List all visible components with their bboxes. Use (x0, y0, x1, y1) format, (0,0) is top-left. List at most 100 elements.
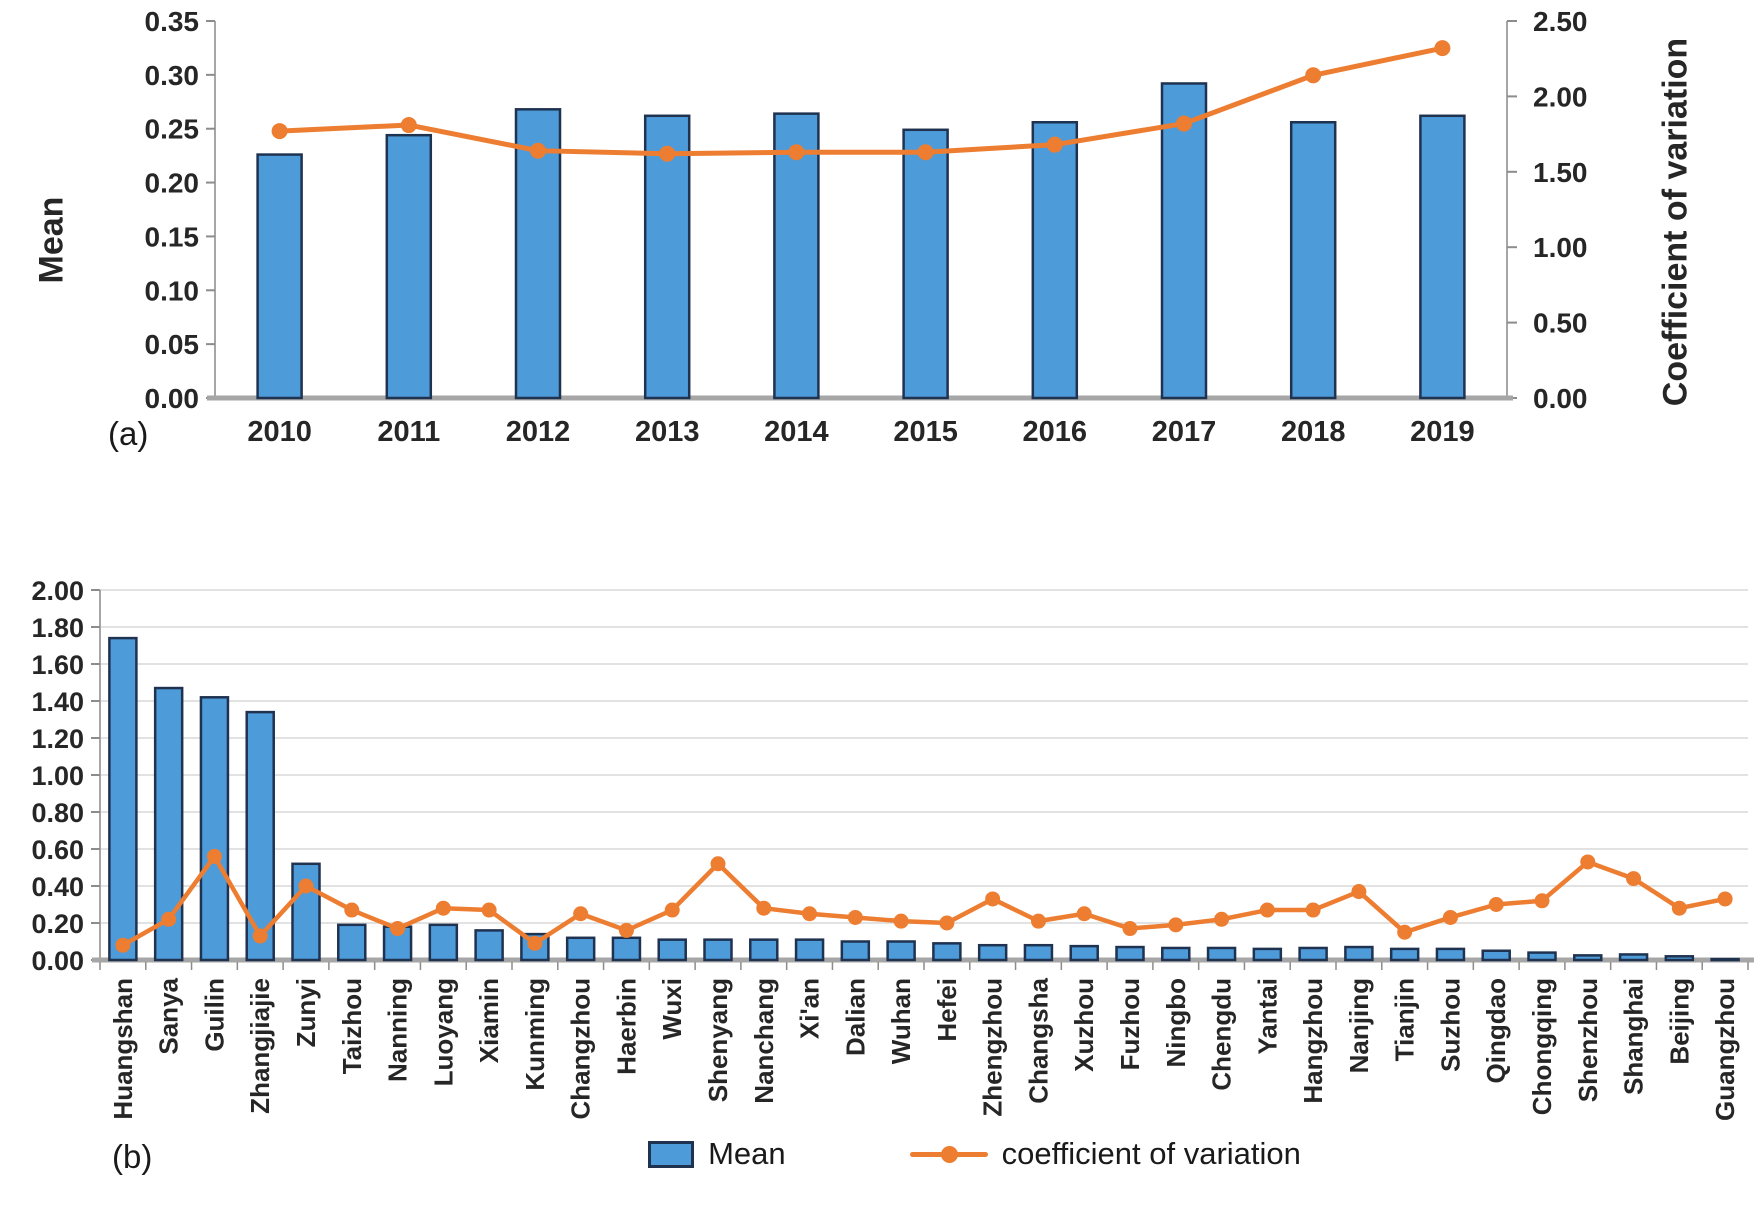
category-label-Zhangjiajie: Zhangjiajie (245, 978, 275, 1114)
category-label-Sanya: Sanya (154, 977, 184, 1054)
category-label-Beijing: Beijing (1664, 978, 1694, 1065)
bar-2018 (1289, 121, 1337, 400)
bar-2010 (256, 153, 303, 400)
cv-line (277, 45, 1445, 157)
cv-point-Shenzhou (1580, 854, 1596, 870)
legend-cv-marker-icon (909, 1144, 988, 1164)
right-tick-label-1.00: 1.00 (1533, 232, 1588, 263)
category-label-Changsha: Changsha (1023, 977, 1053, 1103)
bar-Changsha (1023, 943, 1054, 962)
category-label-Shenzhou: Shenzhou (1573, 978, 1603, 1102)
cv-point-Zhangjiajie (252, 928, 268, 944)
left-tick-label-1.40: 1.40 (31, 687, 84, 717)
cv-point-2018 (1305, 67, 1322, 84)
cv-point-Changzhou (573, 906, 589, 922)
bar-2015 (902, 128, 949, 400)
bar-Shenzhou (1573, 954, 1603, 962)
left-tick-label-0.20: 0.20 (145, 168, 200, 199)
category-label-2019: 2019 (1410, 416, 1475, 448)
cv-point-Chongqing (1534, 893, 1550, 909)
bar-Hangzhou (1298, 946, 1328, 962)
category-label-2012: 2012 (506, 416, 571, 448)
cv-point-Kunming (527, 935, 543, 951)
legend-mean-swatch-icon (648, 1140, 695, 1168)
left-tick-label-0.05: 0.05 (145, 329, 200, 360)
bar-2013 (643, 114, 691, 400)
left-tick-label-1.00: 1.00 (31, 761, 84, 791)
bar-2017 (1160, 82, 1208, 400)
cv-point-Nanjing (1351, 884, 1367, 900)
category-label-Haerbin: Haerbin (611, 978, 641, 1075)
bar-2016 (1031, 121, 1079, 400)
chart-a-left-axis-title: Mean (32, 196, 71, 284)
bar-Nanchang (749, 938, 779, 962)
category-label-Xiamin: Xiamin (474, 978, 504, 1063)
cv-point-Changsha (1030, 913, 1046, 929)
category-label-2018: 2018 (1281, 416, 1346, 448)
left-tick-label-0.40: 0.40 (31, 872, 84, 902)
cv-point-Suzhou (1442, 909, 1458, 925)
chart-b-legend: Mean coefficient of variation (0, 1128, 1764, 1180)
cv-point-2015 (917, 144, 934, 161)
bar-Huangshan (108, 636, 138, 962)
right-tick-label-2.00: 2.00 (1533, 81, 1588, 112)
category-label-Luoyang: Luoyang (428, 978, 458, 1086)
left-tick-label-0.00: 0.00 (145, 383, 200, 414)
category-label-Taizhou: Taizhou (337, 978, 367, 1074)
bar-Hefei (932, 942, 962, 962)
cv-point-Wuhan (893, 913, 909, 929)
cv-point-Yantai (1259, 902, 1275, 918)
cv-point-Fuzhou (1122, 921, 1138, 937)
cv-point-Dalian (847, 909, 863, 925)
cv-point-Zunyi (298, 878, 314, 894)
cv-point-Hangzhou (1305, 902, 1321, 918)
category-label-Huangshan: Huangshan (108, 978, 138, 1120)
category-label-Zhengzhou: Zhengzhou (978, 978, 1008, 1117)
category-label-2014: 2014 (764, 416, 829, 448)
cv-point-Haerbin (618, 922, 634, 938)
category-label-Zunyi: Zunyi (291, 978, 321, 1047)
bar-Yantai (1252, 947, 1283, 962)
category-label-Kunming: Kunming (520, 978, 550, 1091)
cv-point-Nanchang (756, 900, 772, 916)
bar-Changzhou (565, 936, 596, 962)
cv-point-2013 (659, 145, 676, 162)
cv-point-Huangshan (115, 937, 131, 953)
bar-Guangzhou (1710, 957, 1740, 962)
bar-Chengdu (1206, 946, 1237, 962)
bar-Nanjing (1344, 945, 1374, 962)
bar-Zhangjiajie (245, 710, 275, 962)
left-tick-label-1.60: 1.60 (31, 650, 84, 680)
category-label-Changzhou: Changzhou (566, 978, 596, 1120)
category-label-Chongqing: Chongqing (1527, 978, 1557, 1115)
category-label-Hangzhou: Hangzhou (1298, 978, 1328, 1104)
cv-point-Sanya (161, 911, 177, 927)
cv-point-Xiamin (481, 902, 497, 918)
right-tick-label-0.50: 0.50 (1533, 308, 1588, 339)
category-label-Fuzhou: Fuzhou (1115, 978, 1145, 1070)
bar-2014 (773, 112, 820, 400)
bar-Suzhou (1435, 947, 1466, 962)
category-label-Dalian: Dalian (840, 978, 870, 1056)
bar-Taizhou (337, 923, 367, 962)
cv-point-Beijing (1671, 900, 1687, 916)
right-tick-label-0.00: 0.00 (1533, 383, 1588, 414)
bar-Wuxi (657, 938, 687, 962)
category-label-Ningbo: Ningbo (1161, 978, 1191, 1068)
category-label-Tianjin: Tianjin (1390, 978, 1420, 1061)
panel-b-label: (b) (112, 1138, 153, 1175)
left-tick-label-0.15: 0.15 (145, 221, 200, 252)
cv-point-Shenyang (710, 856, 726, 872)
bar-Zhengzhou (977, 943, 1008, 962)
category-label-2013: 2013 (635, 416, 700, 448)
category-label-2011: 2011 (377, 416, 440, 448)
cv-point-Guilin (206, 848, 222, 864)
cv-point-Xuzhou (1076, 906, 1092, 922)
category-label-Wuxi: Wuxi (657, 978, 687, 1040)
bar-Shenyang (703, 938, 733, 962)
cv-line (120, 854, 1728, 948)
cv-point-2010 (271, 123, 288, 140)
left-tick-label-0.80: 0.80 (31, 798, 84, 828)
bar-Guilin (199, 696, 230, 962)
